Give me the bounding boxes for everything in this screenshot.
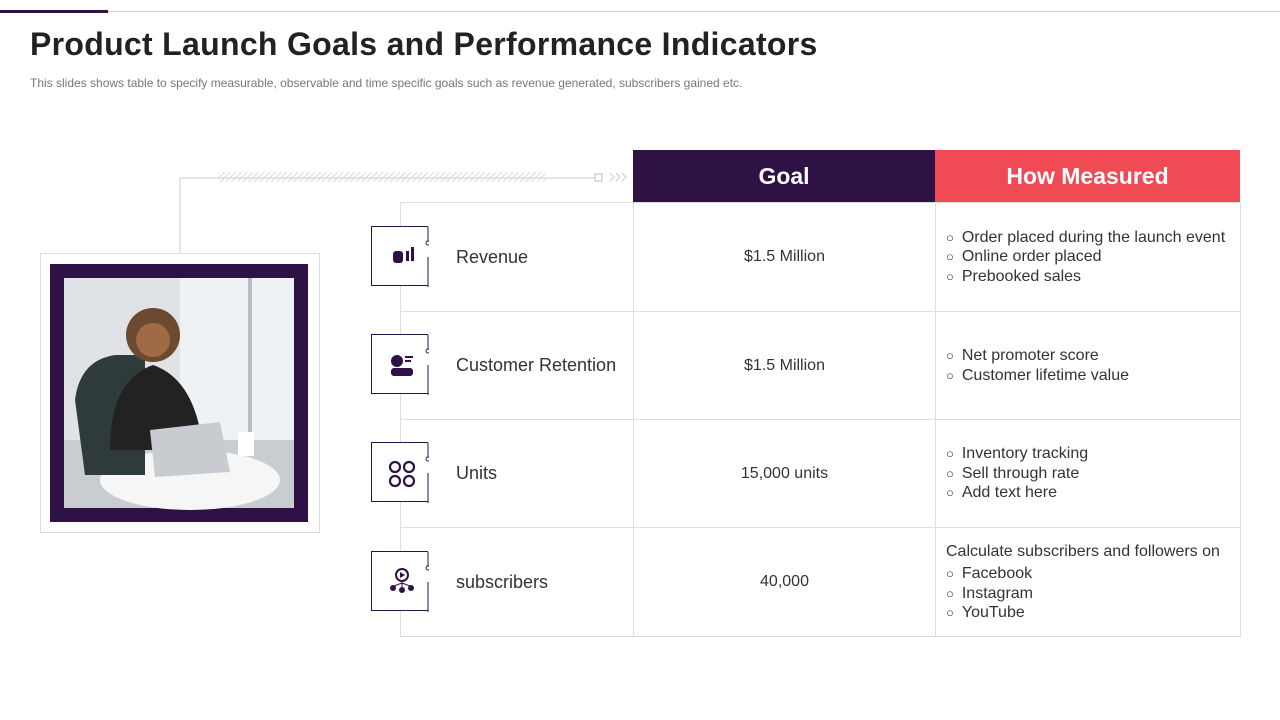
top-rule [0, 11, 1280, 12]
hatch-bar [218, 172, 546, 182]
row-label: Units [456, 460, 498, 486]
row-left [400, 419, 634, 528]
column-header: Goal [633, 150, 935, 202]
measures-cell: Calculate subscribers and followers on Fa… [935, 527, 1241, 637]
icon-box [371, 550, 443, 612]
measure-item: Order placed during the launch event [946, 228, 1225, 248]
measure-item: Net promoter score [946, 346, 1099, 366]
measure-item: Instagram [946, 584, 1033, 604]
row-label: subscribers [456, 568, 549, 595]
measure-item: Facebook [946, 564, 1032, 584]
measure-item: Prebooked sales [946, 267, 1081, 287]
measures-cell: Order placed during the launch eventOnli… [935, 202, 1241, 312]
measures-cell: Net promoter scoreCustomer lifetime valu… [935, 311, 1241, 420]
icon-box [371, 334, 443, 395]
goal-cell: 15,000 units [633, 419, 936, 528]
chevrons [609, 172, 627, 182]
measure-item: Customer lifetime value [946, 366, 1129, 386]
measure-item: Sell through rate [946, 464, 1079, 484]
row-label: Revenue [456, 243, 529, 270]
measures-intro: Calculate subscribers and followers on [946, 542, 1220, 560]
measures-cell: Inventory trackingSell through rateAdd t… [935, 419, 1241, 528]
icon-box [371, 442, 443, 503]
subtitle: This slides shows table to specify measu… [30, 76, 743, 90]
icon [393, 226, 443, 287]
row-label: Customer Retention [456, 352, 617, 378]
column-header: How Measured [935, 150, 1240, 202]
icon [388, 443, 443, 503]
icon [390, 551, 443, 612]
connector-node [594, 173, 603, 182]
measure-item: Add text here [946, 483, 1057, 503]
goal-cell: $1.5 Million [633, 202, 936, 312]
measure-item: Inventory tracking [946, 444, 1088, 464]
photo [64, 278, 294, 510]
icon [391, 335, 443, 395]
top-accent [0, 10, 108, 13]
measure-item: Online order placed [946, 247, 1102, 267]
goal-cell: 40,000 [633, 527, 936, 637]
icon-box [371, 225, 443, 287]
goal-cell: $1.5 Million [633, 311, 936, 420]
measure-item: YouTube [946, 603, 1025, 623]
title: Product Launch Goals and Performance Ind… [30, 26, 818, 62]
